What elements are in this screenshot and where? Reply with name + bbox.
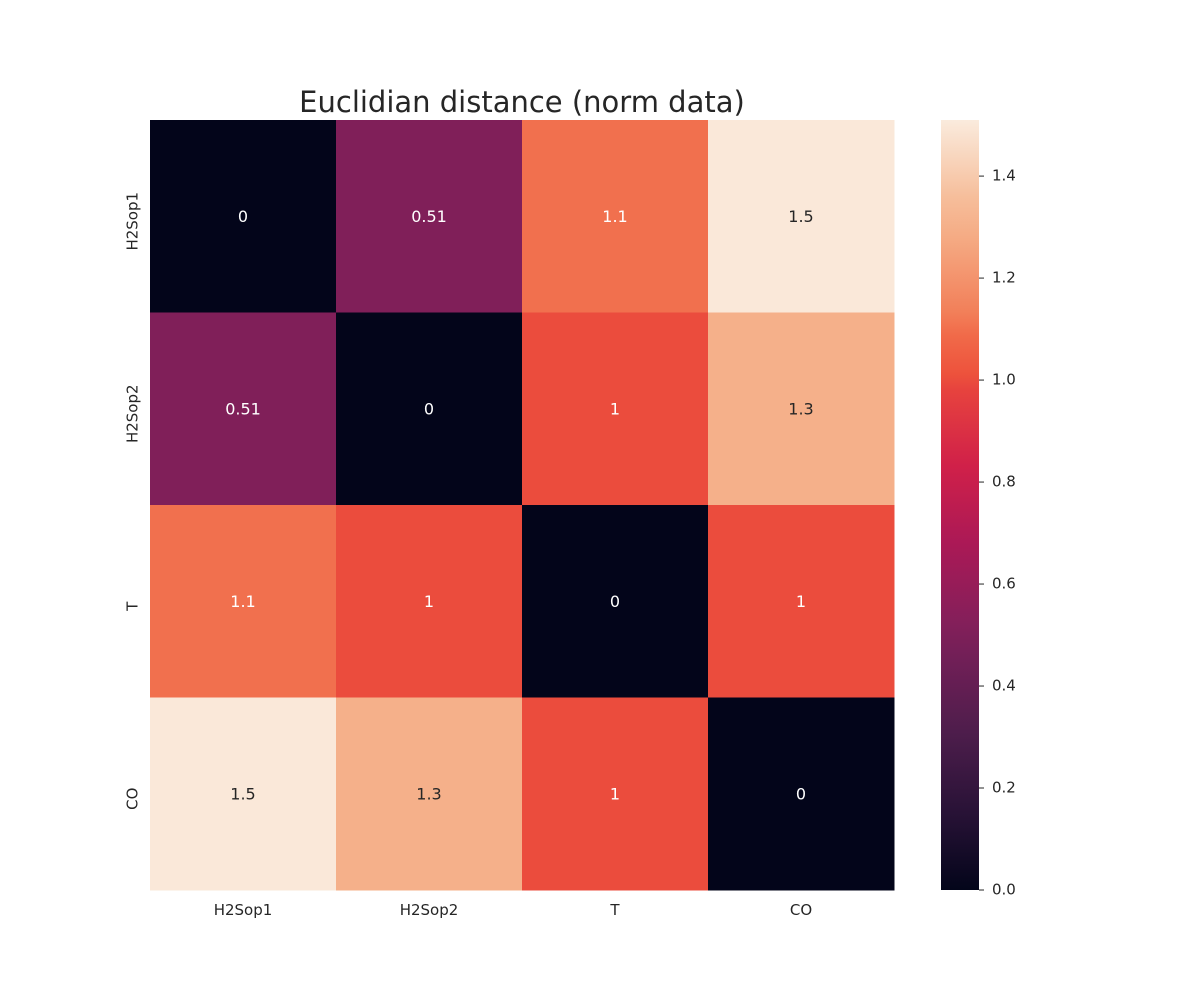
cell-value-label: 1: [610, 399, 620, 418]
heatmap-cell: [708, 505, 895, 698]
cell-value-label: 1.1: [230, 592, 255, 611]
x-tick-label: T: [609, 901, 620, 919]
cell-value-label: 1.3: [788, 399, 813, 418]
heatmap-cell: [150, 312, 337, 506]
colorbar-tick-label: 1.4: [992, 167, 1016, 185]
cell-value-label: 0: [796, 784, 806, 803]
heatmap-cells: [150, 120, 895, 891]
cell-value-label: 1.5: [230, 784, 255, 803]
cell-value-label: 1: [610, 784, 620, 803]
colorbar-tick-label: 1.0: [992, 371, 1016, 389]
y-tick-label: H2Sop1: [124, 192, 142, 251]
colorbar-tick-label: 0.2: [992, 779, 1016, 797]
cell-value-label: 0: [238, 207, 248, 226]
colorbar-tick-label: 0.0: [992, 881, 1016, 899]
heatmap-cell: [336, 697, 523, 891]
cell-value-label: 1.3: [416, 784, 441, 803]
heatmap-cell: [708, 120, 895, 313]
heatmap-cell: [150, 697, 337, 891]
x-tick-label: CO: [790, 901, 812, 919]
cell-value-label: 1.5: [788, 207, 813, 226]
cell-value-label: 0.51: [225, 399, 261, 418]
heatmap-cell: [150, 505, 337, 698]
heatmap-cell: [522, 312, 709, 506]
heatmap-cell: [336, 312, 523, 506]
y-axis: H2Sop1 H2Sop2 T CO: [124, 192, 142, 810]
y-tick-label: T: [124, 601, 142, 612]
x-tick-label: H2Sop1: [214, 901, 273, 919]
colorbar-tick-label: 0.6: [992, 575, 1016, 593]
heatmap-cell: [522, 697, 709, 891]
heatmap-cell: [336, 505, 523, 698]
cell-value-label: 1: [796, 592, 806, 611]
cell-value-label: 0: [424, 399, 434, 418]
y-tick-label: CO: [124, 788, 142, 810]
heatmap-cell: [522, 120, 709, 313]
y-tick-label: H2Sop2: [124, 384, 142, 443]
cell-value-label: 0: [610, 592, 620, 611]
heatmap-annotations: 0 0.51 1.1 1.5 0.51 0 1 1.3 1.1 1 0 1 1.5 1.3 1 0: [225, 207, 814, 804]
heatmap-cell: [336, 120, 523, 313]
heatmap-cell: [150, 120, 337, 313]
colorbar-tick-label: 0.8: [992, 473, 1016, 491]
heatmap-cell: [522, 505, 709, 698]
colorbar-tick-label: 1.2: [992, 269, 1016, 287]
x-axis: H2Sop1 H2Sop2 T CO: [214, 901, 812, 919]
cell-value-label: 0.51: [411, 207, 447, 226]
cell-value-label: 1.1: [602, 207, 627, 226]
colorbar-tick-label: 0.4: [992, 677, 1016, 695]
heatmap-cell: [708, 312, 895, 506]
colorbar-ticks: 0.0 0.2 0.4 0.6 0.8 1.0 1.2 1.4: [979, 167, 1016, 899]
x-tick-label: H2Sop2: [400, 901, 459, 919]
cell-value-label: 1: [424, 592, 434, 611]
colorbar: [941, 120, 979, 890]
chart-title: Euclidian distance (norm data): [299, 85, 745, 119]
heatmap-cell: [708, 697, 895, 891]
